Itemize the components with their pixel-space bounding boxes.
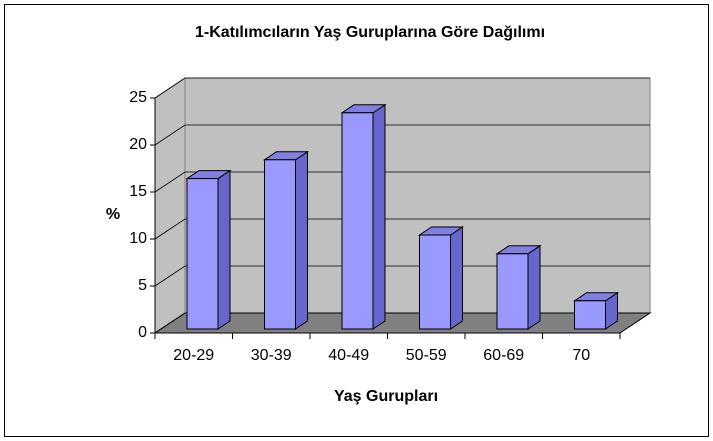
bar-side xyxy=(372,103,386,330)
y-tick-label: 20 xyxy=(129,136,147,153)
bar xyxy=(574,300,606,330)
back-wall xyxy=(184,77,651,314)
x-tick-label: 40-49 xyxy=(328,347,369,364)
grid-line xyxy=(154,312,650,334)
x-tick-label: 60-69 xyxy=(483,347,524,364)
y-axis-label: % xyxy=(106,206,120,223)
y-tick-label: 25 xyxy=(129,89,147,106)
bar-side xyxy=(295,150,308,330)
grid-line xyxy=(154,171,650,193)
bar xyxy=(496,253,529,330)
x-tick-label: 20-29 xyxy=(173,347,214,364)
side-wall xyxy=(154,77,186,334)
x-axis-label: Yaş Gurupları xyxy=(334,388,438,405)
x-tick-label: 30-39 xyxy=(251,347,292,364)
bar xyxy=(264,159,296,330)
bar xyxy=(186,178,219,330)
bar-side xyxy=(217,169,231,330)
x-tick-label: 50-59 xyxy=(406,347,447,364)
chart-title: 1-Katılımcıların Yaş Guruplarına Göre Da… xyxy=(195,24,545,41)
y-tick-label: 15 xyxy=(129,183,147,200)
grid-line xyxy=(154,77,650,99)
grid-line xyxy=(154,265,650,287)
y-tick-label: 10 xyxy=(129,230,147,247)
y-tick-label: 0 xyxy=(138,324,147,341)
bar xyxy=(341,112,374,330)
bar-side xyxy=(450,226,463,330)
bar xyxy=(419,234,451,330)
bar-side xyxy=(527,244,541,330)
x-tick-label: 70 xyxy=(572,347,590,364)
grid-line xyxy=(154,124,650,146)
grid-line xyxy=(154,218,650,240)
y-tick-label: 5 xyxy=(138,277,147,294)
